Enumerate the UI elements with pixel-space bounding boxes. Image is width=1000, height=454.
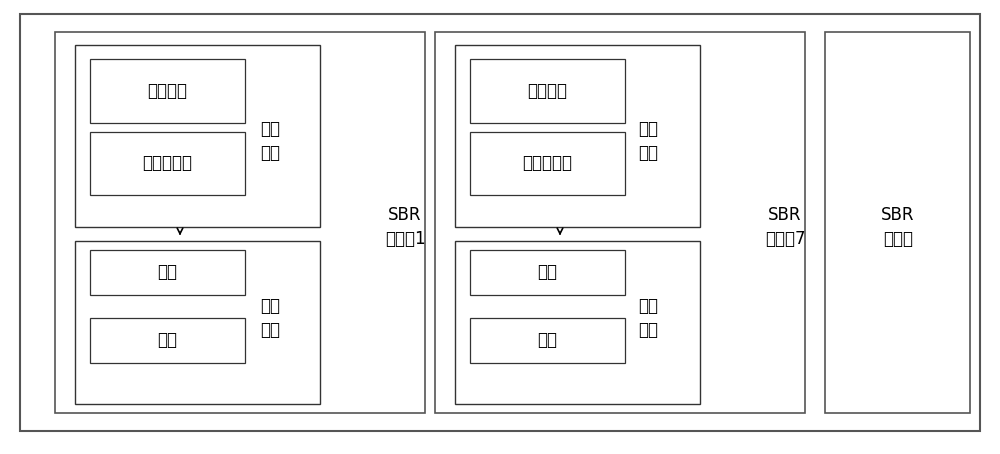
Bar	[90, 318, 245, 363]
Text: 搅拌
曝气: 搅拌 曝气	[638, 120, 658, 162]
Text: 预沉: 预沉	[157, 263, 177, 281]
Bar	[470, 250, 625, 295]
Bar	[470, 132, 625, 195]
Bar	[75, 45, 320, 227]
Text: SBR
反应池: SBR 反应池	[881, 206, 915, 248]
Bar	[455, 241, 700, 404]
Text: 搅拌加曝气: 搅拌加曝气	[522, 154, 572, 173]
Bar	[90, 59, 245, 123]
Bar	[825, 32, 970, 413]
Bar	[75, 241, 320, 404]
Text: 搅拌加曝气: 搅拌加曝气	[142, 154, 192, 173]
Bar	[90, 132, 245, 195]
Text: SBR
反应池1: SBR 反应池1	[385, 206, 425, 248]
Text: 出水: 出水	[538, 331, 558, 350]
Text: 搅拌
曝气: 搅拌 曝气	[260, 120, 280, 162]
Bar	[470, 318, 625, 363]
Text: 预沉: 预沉	[538, 263, 558, 281]
Text: SBR
反应池7: SBR 反应池7	[765, 206, 805, 248]
Bar	[90, 250, 245, 295]
Text: 出水: 出水	[157, 331, 177, 350]
Bar	[455, 45, 700, 227]
Text: 单独搅拌: 单独搅拌	[528, 82, 568, 100]
Text: 沉淀
出水: 沉淀 出水	[260, 297, 280, 339]
Text: 单独搅拌: 单独搅拌	[147, 82, 187, 100]
Bar	[470, 59, 625, 123]
Bar	[435, 32, 805, 413]
Text: 沉淀
出水: 沉淀 出水	[638, 297, 658, 339]
Bar	[55, 32, 425, 413]
